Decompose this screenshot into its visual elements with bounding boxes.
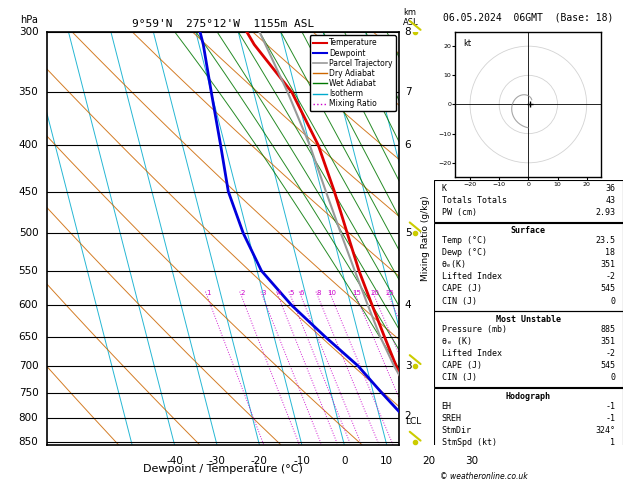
Text: 4: 4 bbox=[277, 290, 281, 296]
Text: PW (cm): PW (cm) bbox=[442, 208, 477, 217]
Text: θₑ(K): θₑ(K) bbox=[442, 260, 467, 269]
Text: 18: 18 bbox=[605, 248, 615, 258]
Bar bbox=[434, 312, 623, 387]
Text: 25: 25 bbox=[386, 290, 394, 296]
Text: -2: -2 bbox=[605, 349, 615, 358]
Text: 450: 450 bbox=[19, 187, 38, 196]
Text: 550: 550 bbox=[19, 266, 38, 276]
Text: kt: kt bbox=[463, 39, 471, 48]
Text: EH: EH bbox=[442, 401, 452, 411]
Text: Pressure (mb): Pressure (mb) bbox=[442, 325, 506, 334]
Bar bbox=[434, 223, 623, 311]
Text: CAPE (J): CAPE (J) bbox=[442, 284, 482, 294]
Title: 9°59'N  275°12'W  1155m ASL: 9°59'N 275°12'W 1155m ASL bbox=[132, 19, 314, 30]
Text: -10: -10 bbox=[293, 456, 310, 466]
Bar bbox=[434, 180, 623, 222]
Text: Most Unstable: Most Unstable bbox=[496, 315, 561, 324]
Text: 6: 6 bbox=[404, 140, 411, 150]
Text: 20: 20 bbox=[371, 290, 380, 296]
Text: -40: -40 bbox=[166, 456, 183, 466]
Text: CAPE (J): CAPE (J) bbox=[442, 361, 482, 370]
Text: Lifted Index: Lifted Index bbox=[442, 349, 501, 358]
Text: 324°: 324° bbox=[595, 426, 615, 434]
Text: Mixing Ratio (g/kg): Mixing Ratio (g/kg) bbox=[421, 195, 430, 281]
Text: 2: 2 bbox=[240, 290, 245, 296]
Text: 2: 2 bbox=[404, 411, 411, 421]
Text: -2: -2 bbox=[605, 273, 615, 281]
Text: LCL: LCL bbox=[404, 417, 421, 426]
Text: Temp (°C): Temp (°C) bbox=[442, 236, 487, 245]
Text: -20: -20 bbox=[251, 456, 268, 466]
Text: 36: 36 bbox=[605, 184, 615, 193]
Text: 1: 1 bbox=[610, 438, 615, 447]
Text: 0: 0 bbox=[610, 296, 615, 306]
Text: 500: 500 bbox=[19, 228, 38, 238]
Text: © weatheronline.co.uk: © weatheronline.co.uk bbox=[440, 472, 528, 481]
Text: SREH: SREH bbox=[442, 414, 462, 423]
Text: -1: -1 bbox=[605, 401, 615, 411]
Text: 4: 4 bbox=[404, 300, 411, 310]
Text: -1: -1 bbox=[605, 414, 615, 423]
Text: θₑ (K): θₑ (K) bbox=[442, 337, 472, 346]
Text: Surface: Surface bbox=[511, 226, 546, 235]
Text: K: K bbox=[442, 184, 447, 193]
Text: 545: 545 bbox=[600, 284, 615, 294]
Text: 8: 8 bbox=[404, 27, 411, 36]
Text: 600: 600 bbox=[19, 300, 38, 310]
Text: km
ASL: km ASL bbox=[403, 8, 418, 27]
Text: 300: 300 bbox=[19, 27, 38, 36]
X-axis label: Dewpoint / Temperature (°C): Dewpoint / Temperature (°C) bbox=[143, 464, 303, 474]
Text: 10: 10 bbox=[328, 290, 337, 296]
Text: 400: 400 bbox=[19, 140, 38, 150]
Text: 2.93: 2.93 bbox=[595, 208, 615, 217]
Text: 650: 650 bbox=[19, 331, 38, 342]
Text: 545: 545 bbox=[600, 361, 615, 370]
Text: StmDir: StmDir bbox=[442, 426, 472, 434]
Text: Lifted Index: Lifted Index bbox=[442, 273, 501, 281]
Text: Dewp (°C): Dewp (°C) bbox=[442, 248, 487, 258]
Text: 700: 700 bbox=[19, 361, 38, 371]
Text: 30: 30 bbox=[465, 456, 478, 466]
Text: 0: 0 bbox=[341, 456, 347, 466]
Text: 351: 351 bbox=[600, 337, 615, 346]
Text: 750: 750 bbox=[19, 388, 38, 398]
Text: 15: 15 bbox=[353, 290, 362, 296]
Text: Hodograph: Hodograph bbox=[506, 392, 551, 400]
Legend: Temperature, Dewpoint, Parcel Trajectory, Dry Adiabat, Wet Adiabat, Isotherm, Mi: Temperature, Dewpoint, Parcel Trajectory… bbox=[310, 35, 396, 111]
Text: 6: 6 bbox=[299, 290, 304, 296]
Text: 43: 43 bbox=[605, 196, 615, 206]
Text: 3: 3 bbox=[261, 290, 266, 296]
Text: 0: 0 bbox=[610, 373, 615, 382]
Text: 1: 1 bbox=[206, 290, 210, 296]
Text: 5: 5 bbox=[404, 228, 411, 238]
Text: 06.05.2024  06GMT  (Base: 18): 06.05.2024 06GMT (Base: 18) bbox=[443, 12, 613, 22]
Text: 350: 350 bbox=[19, 87, 38, 97]
Text: hPa: hPa bbox=[21, 16, 38, 25]
Text: StmSpd (kt): StmSpd (kt) bbox=[442, 438, 496, 447]
Text: 8: 8 bbox=[316, 290, 321, 296]
Text: 351: 351 bbox=[600, 260, 615, 269]
Text: 850: 850 bbox=[19, 437, 38, 448]
Text: 5: 5 bbox=[289, 290, 294, 296]
Text: Totals Totals: Totals Totals bbox=[442, 196, 506, 206]
Text: CIN (J): CIN (J) bbox=[442, 373, 477, 382]
Text: 885: 885 bbox=[600, 325, 615, 334]
Text: 7: 7 bbox=[404, 87, 411, 97]
Text: 20: 20 bbox=[423, 456, 436, 466]
Text: 800: 800 bbox=[19, 414, 38, 423]
Bar bbox=[434, 388, 623, 452]
Text: CIN (J): CIN (J) bbox=[442, 296, 477, 306]
Text: 3: 3 bbox=[404, 361, 411, 371]
Text: 23.5: 23.5 bbox=[595, 236, 615, 245]
Text: -30: -30 bbox=[208, 456, 225, 466]
Text: 10: 10 bbox=[380, 456, 393, 466]
